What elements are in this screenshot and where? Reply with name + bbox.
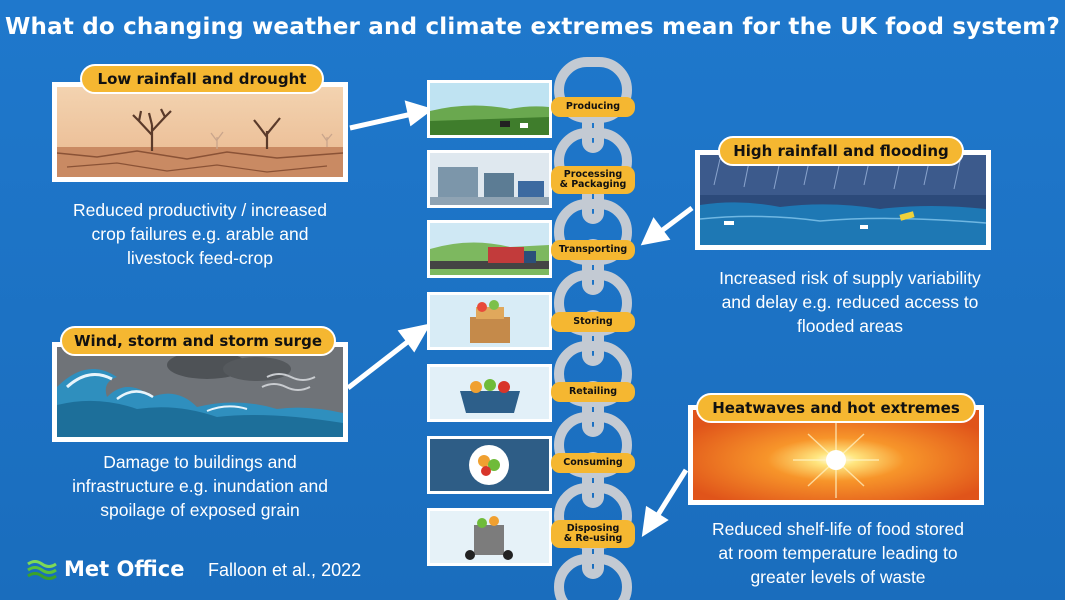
chain-link-vertical — [554, 412, 632, 478]
stage-label-consuming: Consuming — [551, 453, 635, 473]
drought-impact-line: crop failures e.g. arable and — [91, 224, 309, 244]
drought-arrow — [349, 111, 413, 131]
basket-icon — [430, 367, 549, 419]
storm-illustration — [57, 347, 343, 437]
flooding-arrow-head — [640, 217, 671, 246]
storm-impact-line: infrastructure e.g. inundation and — [72, 476, 328, 496]
drought-illustration — [57, 87, 343, 177]
page-title: What do changing weather and climate ext… — [4, 14, 1061, 40]
stage-label-text: Disposing — [566, 523, 620, 534]
logo-text: Met Office — [64, 557, 185, 581]
heat-arrow-head — [641, 505, 669, 537]
stage-image-transporting — [427, 220, 552, 278]
dry-landscape-icon — [57, 87, 343, 177]
bin-icon — [430, 511, 549, 563]
flooding-image-panel — [695, 150, 991, 250]
stage-image-consuming — [427, 436, 552, 494]
stage-label-text: Consuming — [563, 457, 623, 468]
met-office-logo: Met Office — [26, 557, 184, 581]
crates-icon — [430, 295, 549, 347]
storm-impact-line: spoilage of exposed grain — [100, 500, 300, 520]
sun-icon — [693, 410, 979, 500]
heat-hazard-label: Heatwaves and hot extremes — [696, 393, 976, 423]
heat-arrow — [653, 468, 689, 520]
factory-icon — [430, 153, 549, 205]
flooding-hazard-label: High rainfall and flooding — [718, 136, 964, 166]
stage-label-transporting: Transporting — [551, 240, 635, 260]
flooding-impact-line: flooded areas — [796, 316, 904, 336]
drought-image-panel — [52, 82, 348, 182]
flooding-impact-line: Increased risk of supply variability — [719, 268, 981, 288]
storm-impact-text: Damage to buildings and infrastructure e… — [30, 450, 370, 522]
stage-image-storing — [427, 292, 552, 350]
stage-label-retailing: Retailing — [551, 382, 635, 402]
stage-label-text: Retailing — [568, 386, 618, 397]
stage-label-text: Transporting — [558, 244, 628, 255]
stage-label-text: & Re-using — [563, 533, 623, 544]
storm-wave-icon — [57, 347, 343, 437]
drought-hazard-label: Low rainfall and drought — [80, 64, 324, 94]
stage-image-processing — [427, 150, 552, 208]
drought-impact-line: Reduced productivity / increased — [73, 200, 327, 220]
drought-arrow-head — [404, 100, 434, 127]
plate-icon — [430, 439, 549, 491]
stage-label-text: Processing — [563, 169, 623, 180]
truck-icon — [430, 223, 549, 275]
stage-label-disposing: Disposing & Re-using — [551, 520, 635, 548]
heat-impact-text: Reduced shelf-life of food stored at roo… — [668, 517, 1008, 589]
met-office-logo-icon — [27, 560, 57, 580]
stage-image-disposing — [427, 508, 552, 566]
flooding-arrow — [658, 206, 694, 234]
stage-label-text: Producing — [565, 101, 621, 112]
flood-rain-icon — [700, 155, 986, 245]
chain-link-vertical — [554, 341, 632, 407]
stage-label-text: & Packaging — [559, 179, 627, 190]
chain-link-vertical — [554, 199, 632, 265]
heat-illustration — [693, 410, 979, 500]
citation: Falloon et al., 2022 — [208, 560, 362, 580]
flooding-impact-text: Increased risk of supply variability and… — [680, 266, 1020, 338]
stage-label-processing: Processing & Packaging — [551, 166, 635, 194]
heat-impact-line: greater levels of waste — [750, 567, 926, 587]
flooding-impact-line: and delay e.g. reduced access to — [721, 292, 979, 312]
chain-link-vertical — [554, 57, 632, 123]
drought-impact-line: livestock feed-crop — [127, 248, 273, 268]
storm-arrow — [346, 338, 412, 390]
drought-impact-text: Reduced productivity / increased crop fa… — [30, 198, 370, 270]
storm-image-panel — [52, 342, 348, 442]
heat-impact-line: Reduced shelf-life of food stored — [712, 519, 964, 539]
stage-image-producing — [427, 80, 552, 138]
storm-arrow-head — [397, 323, 431, 353]
storm-hazard-label: Wind, storm and storm surge — [60, 326, 336, 356]
stage-image-retailing — [427, 364, 552, 422]
farm-icon — [430, 83, 549, 135]
stage-label-text: Storing — [573, 316, 613, 327]
chain-link-vertical — [554, 554, 632, 600]
stage-label-producing: Producing — [551, 97, 635, 117]
stage-label-storing: Storing — [551, 312, 635, 332]
storm-impact-line: Damage to buildings and — [103, 452, 297, 472]
flooding-illustration — [700, 155, 986, 245]
heat-impact-line: at room temperature leading to — [718, 543, 958, 563]
